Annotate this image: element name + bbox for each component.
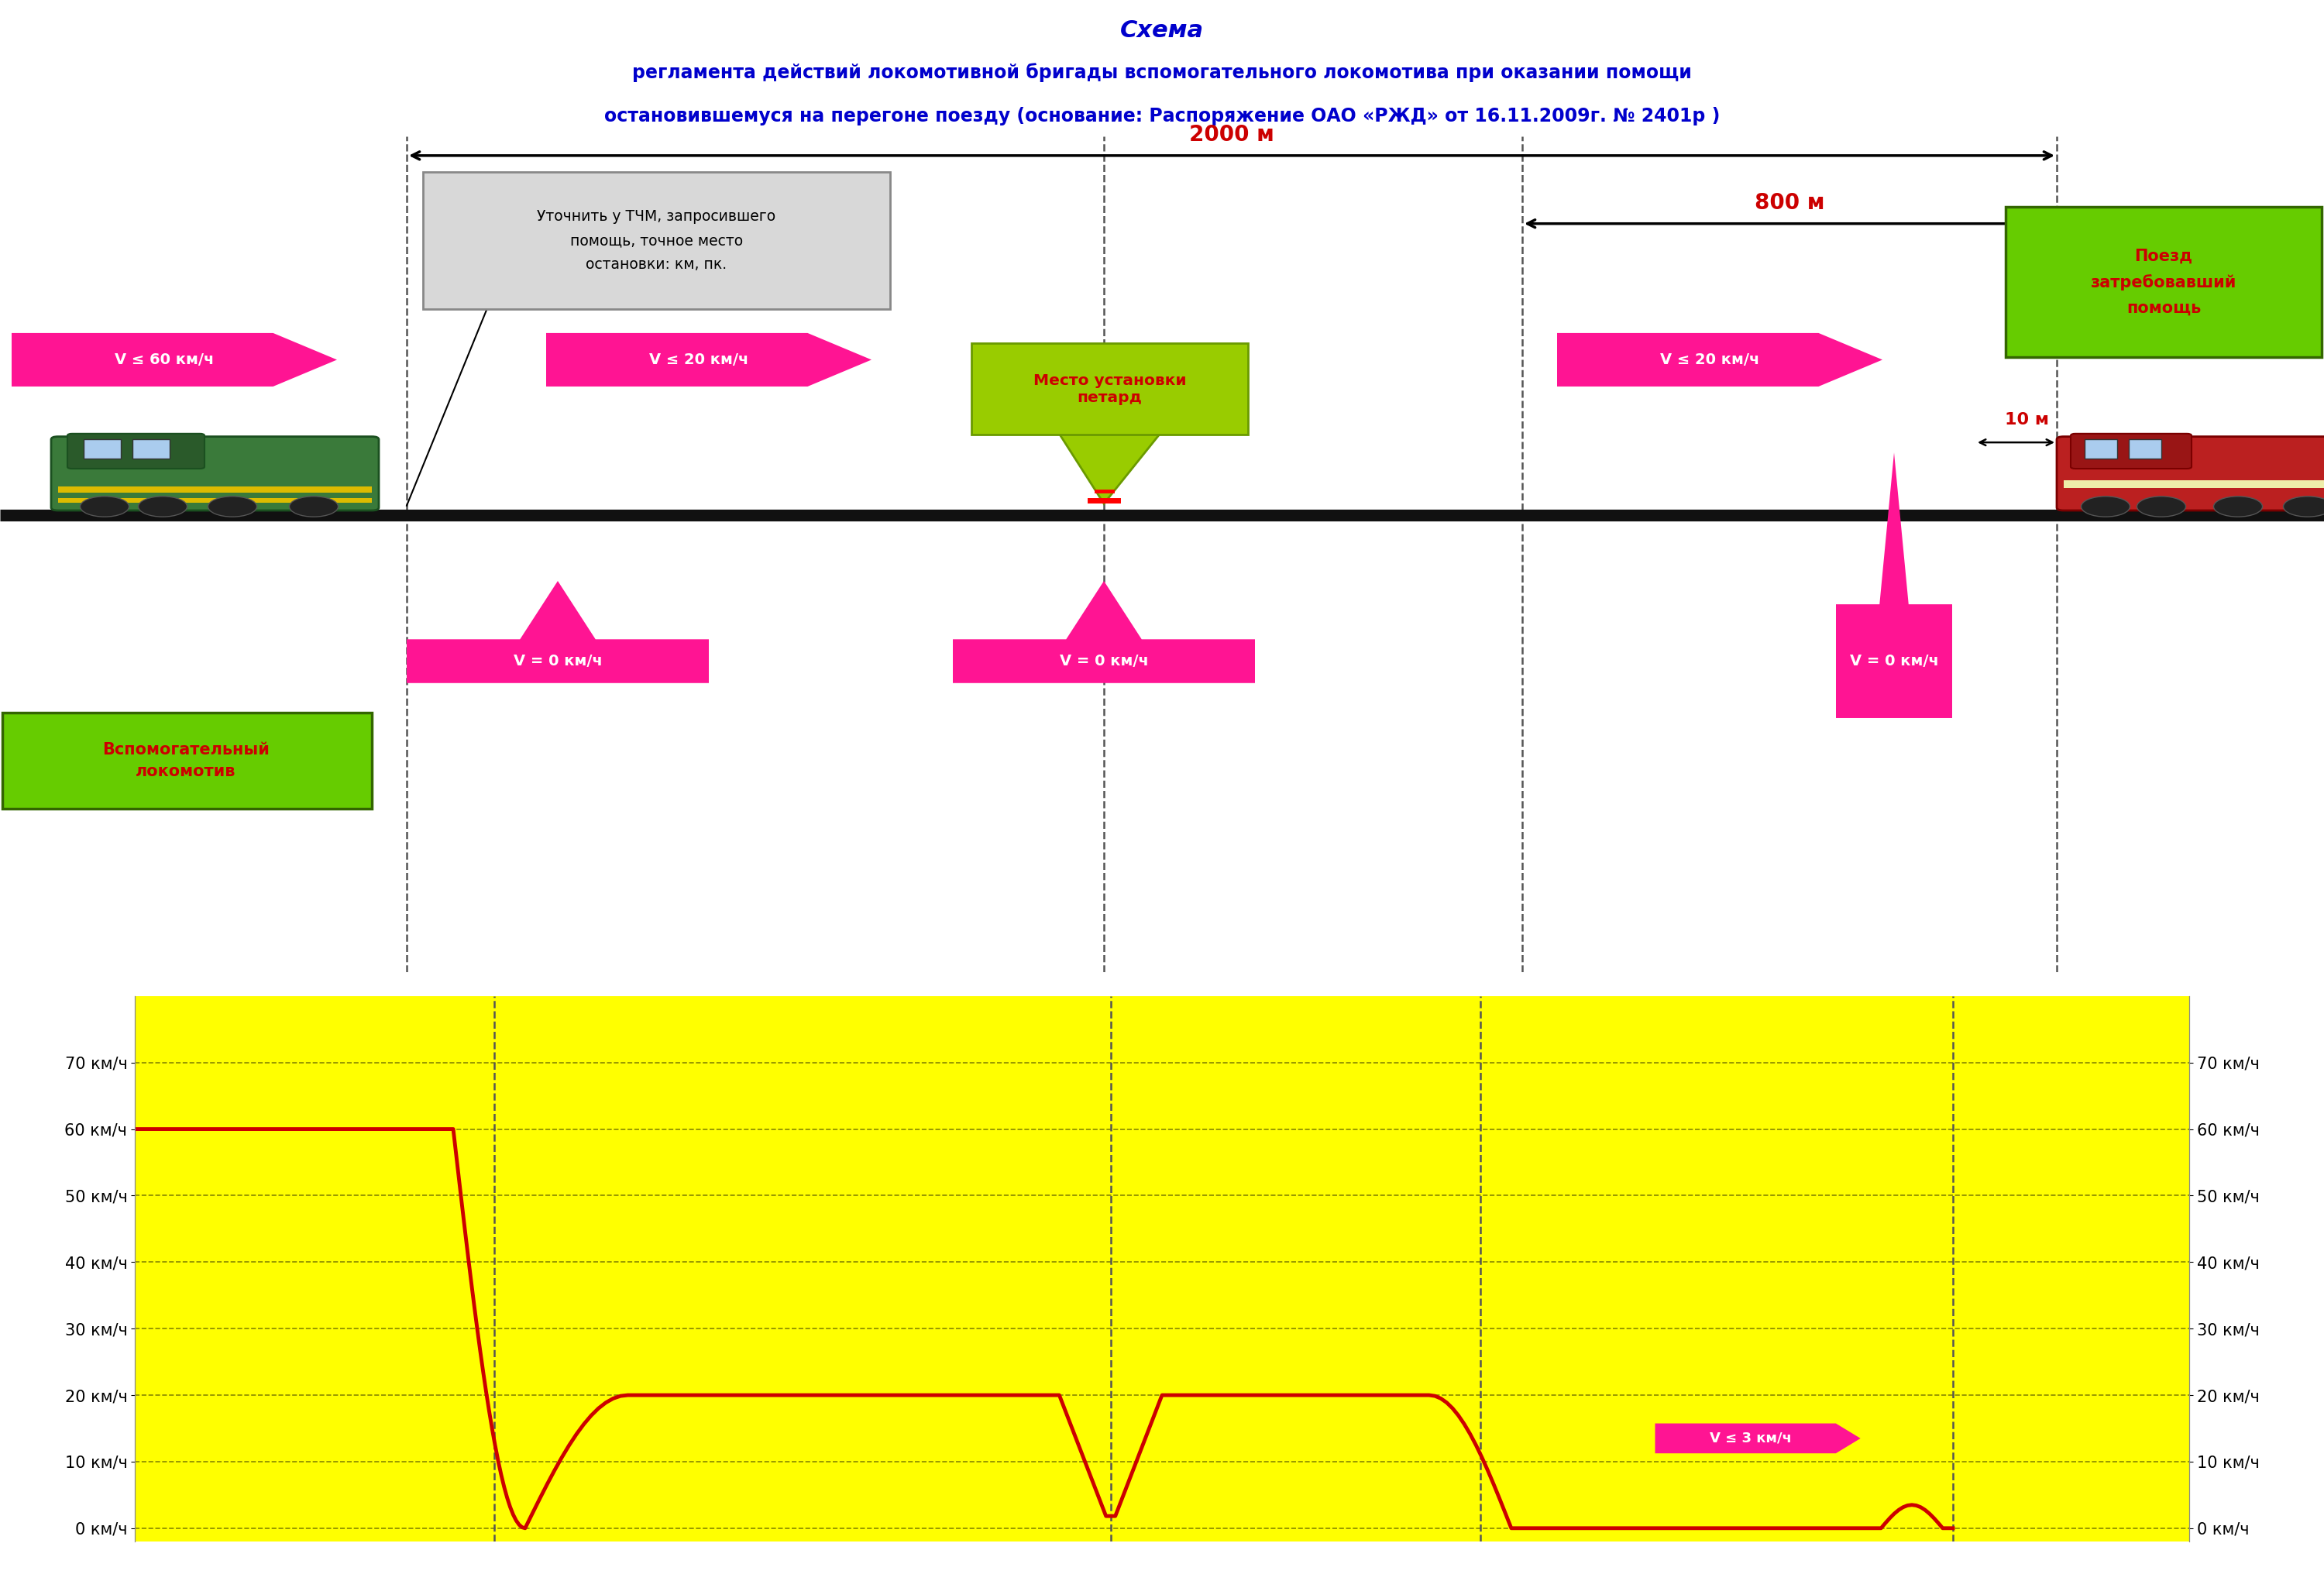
Text: регламента действий локомотивной бригады вспомогательного локомотива при оказани: регламента действий локомотивной бригады… xyxy=(632,63,1692,82)
FancyBboxPatch shape xyxy=(51,436,379,511)
Text: V ≤ 20 км/ч: V ≤ 20 км/ч xyxy=(1659,353,1759,367)
FancyBboxPatch shape xyxy=(2057,436,2324,511)
Polygon shape xyxy=(953,580,1255,683)
Text: Схема: Схема xyxy=(1120,19,1204,43)
Bar xyxy=(2064,481,2324,489)
Circle shape xyxy=(79,496,130,517)
Bar xyxy=(84,440,121,458)
Bar xyxy=(2129,440,2161,458)
Bar xyxy=(2085,440,2117,458)
Polygon shape xyxy=(1655,1423,1862,1453)
Polygon shape xyxy=(1057,433,1162,504)
Text: остановившемуся на перегоне поезду (основание: Распоряжение ОАО «РЖД» от 16.11.2: остановившемуся на перегоне поезду (осно… xyxy=(604,108,1720,125)
Polygon shape xyxy=(546,334,871,386)
Circle shape xyxy=(209,496,256,517)
Text: V = 0 км/ч: V = 0 км/ч xyxy=(1060,655,1148,669)
Circle shape xyxy=(139,496,186,517)
Polygon shape xyxy=(1836,452,1952,718)
Bar xyxy=(132,440,170,458)
Circle shape xyxy=(2212,496,2261,517)
FancyBboxPatch shape xyxy=(971,343,1248,435)
Text: V = 0 км/ч: V = 0 км/ч xyxy=(514,655,602,669)
Circle shape xyxy=(288,496,339,517)
Circle shape xyxy=(2282,496,2324,517)
FancyBboxPatch shape xyxy=(67,433,205,468)
FancyBboxPatch shape xyxy=(2006,207,2322,357)
Text: Место установки
петард: Место установки петард xyxy=(1034,373,1185,405)
Polygon shape xyxy=(1557,334,1882,386)
Text: Вспомогательный
локомотив: Вспомогательный локомотив xyxy=(102,741,270,779)
Text: Уточнить у ТЧМ, запросившего
помощь, точное место
остановки: км, пк.: Уточнить у ТЧМ, запросившего помощь, точ… xyxy=(537,209,776,272)
Text: 10 м: 10 м xyxy=(2003,413,2050,428)
Text: V ≤ 3 км/ч: V ≤ 3 км/ч xyxy=(1710,1431,1792,1445)
Text: 800 м: 800 м xyxy=(1755,193,1824,213)
Text: 2000 м: 2000 м xyxy=(1190,125,1274,145)
Circle shape xyxy=(2082,496,2129,517)
Polygon shape xyxy=(12,334,337,386)
FancyBboxPatch shape xyxy=(423,172,890,310)
Text: V ≤ 60 км/ч: V ≤ 60 км/ч xyxy=(114,353,214,367)
Text: Поезд
затребовавший
помощь: Поезд затребовавший помощь xyxy=(2092,248,2236,316)
Text: V = 0 км/ч: V = 0 км/ч xyxy=(1850,655,1938,669)
Bar xyxy=(58,498,372,503)
Circle shape xyxy=(2138,496,2185,517)
Polygon shape xyxy=(407,580,709,683)
Bar xyxy=(58,487,372,493)
FancyBboxPatch shape xyxy=(2,713,372,809)
FancyBboxPatch shape xyxy=(2071,433,2192,468)
Text: V ≤ 20 км/ч: V ≤ 20 км/ч xyxy=(648,353,748,367)
